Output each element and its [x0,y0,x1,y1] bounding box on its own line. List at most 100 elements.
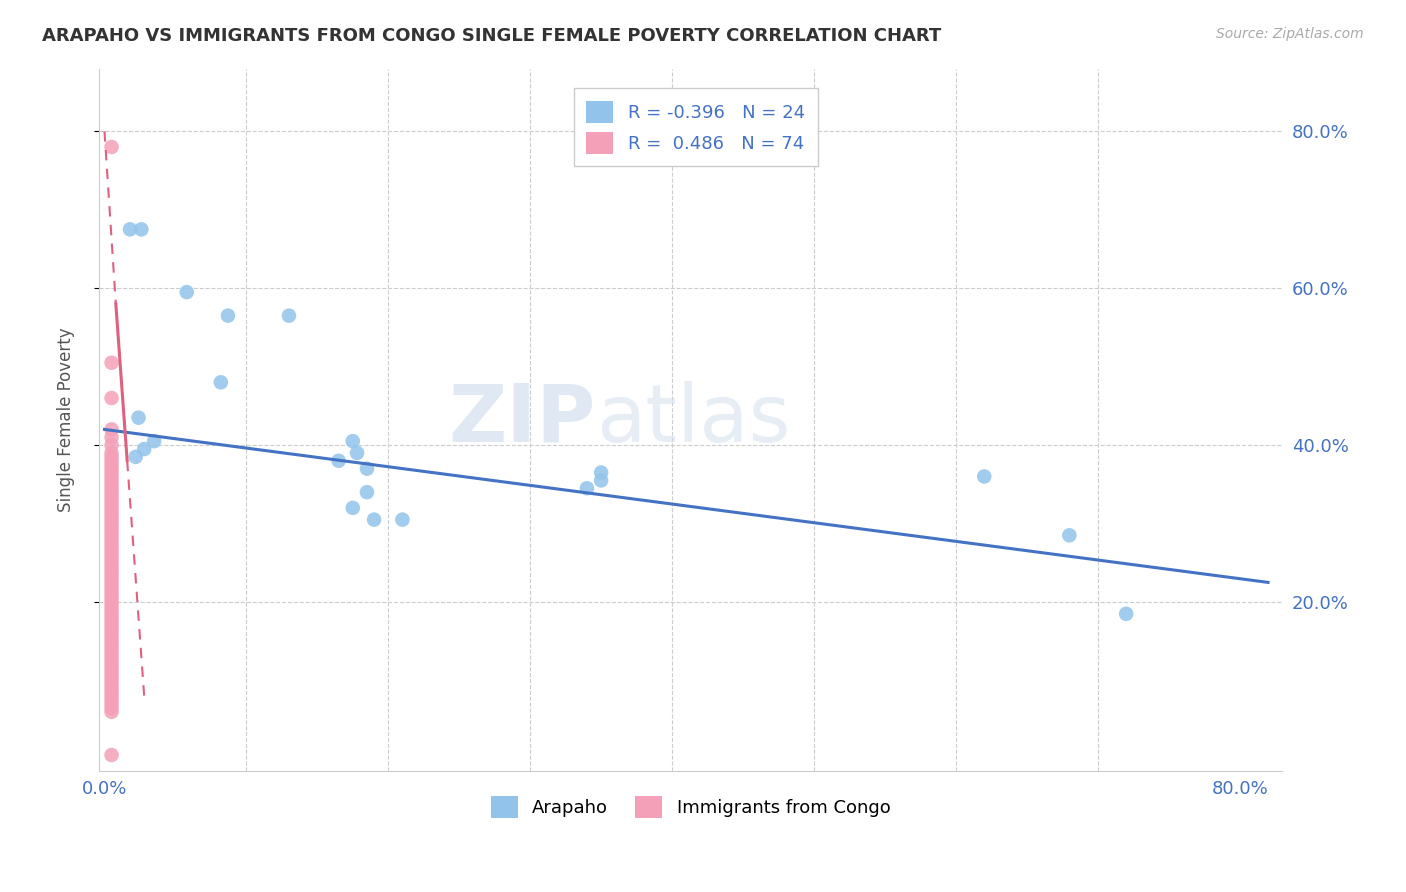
Text: Source: ZipAtlas.com: Source: ZipAtlas.com [1216,27,1364,41]
Text: atlas: atlas [596,381,790,458]
Point [100,630,122,644]
Point [209,376,232,390]
Point [100,587,122,601]
Point [356,485,378,500]
Point [100,493,122,508]
Point [100,677,122,691]
Point [100,505,122,519]
Point [278,309,301,323]
Point [100,474,122,488]
Point [143,434,166,449]
Point [100,548,122,562]
Point [100,524,122,539]
Point [100,649,122,664]
Point [100,450,122,464]
Point [131,222,153,236]
Point [100,481,122,495]
Point [100,618,122,632]
Point [100,356,122,370]
Point [346,446,368,460]
Point [100,623,122,637]
Point [342,434,364,449]
Point [391,513,413,527]
Point [100,669,122,683]
Text: ZIP: ZIP [449,381,596,458]
Point [100,642,122,657]
Point [100,583,122,598]
Point [100,603,122,617]
Point [100,544,122,558]
Point [217,309,239,323]
Text: ARAPAHO VS IMMIGRANTS FROM CONGO SINGLE FEMALE POVERTY CORRELATION CHART: ARAPAHO VS IMMIGRANTS FROM CONGO SINGLE … [42,27,942,45]
Point [100,607,122,621]
Point [100,461,122,475]
Point [100,140,122,154]
Point [973,469,995,483]
Point [100,665,122,680]
Point [100,446,122,460]
Point [1115,607,1137,621]
Point [342,500,364,515]
Point [100,567,122,582]
Point [100,685,122,699]
Point [100,508,122,523]
Point [100,477,122,491]
Point [100,747,122,762]
Point [100,430,122,444]
Point [100,697,122,711]
Point [100,391,122,405]
Point [100,654,122,668]
Point [356,461,378,475]
Point [100,454,122,468]
Point [100,689,122,703]
Legend: Arapaho, Immigrants from Congo: Arapaho, Immigrants from Congo [484,789,897,825]
Point [100,485,122,500]
Point [100,552,122,566]
Point [176,285,198,299]
Point [100,662,122,676]
Point [100,638,122,652]
Point [100,438,122,452]
Point [575,481,598,495]
Point [100,646,122,660]
Point [100,536,122,550]
Point [100,701,122,715]
Point [100,516,122,531]
Point [100,579,122,593]
Point [100,489,122,503]
Point [591,466,613,480]
Point [100,469,122,483]
Point [100,657,122,672]
Point [100,528,122,542]
Point [100,533,122,547]
Point [328,454,350,468]
Point [591,474,613,488]
Point [100,572,122,586]
Y-axis label: Single Female Poverty: Single Female Poverty [58,327,75,512]
Point [363,513,385,527]
Point [100,520,122,534]
Point [1059,528,1081,542]
Point [100,626,122,640]
Point [100,564,122,578]
Point [100,540,122,554]
Point [100,559,122,574]
Point [100,591,122,606]
Point [118,222,141,236]
Point [125,450,148,464]
Point [100,458,122,472]
Point [100,500,122,515]
Point [100,615,122,629]
Point [100,673,122,688]
Point [100,595,122,609]
Point [100,705,122,719]
Point [100,513,122,527]
Point [100,610,122,624]
Point [100,466,122,480]
Point [134,442,156,456]
Point [100,422,122,436]
Point [100,693,122,707]
Point [100,556,122,570]
Point [100,681,122,696]
Point [100,575,122,590]
